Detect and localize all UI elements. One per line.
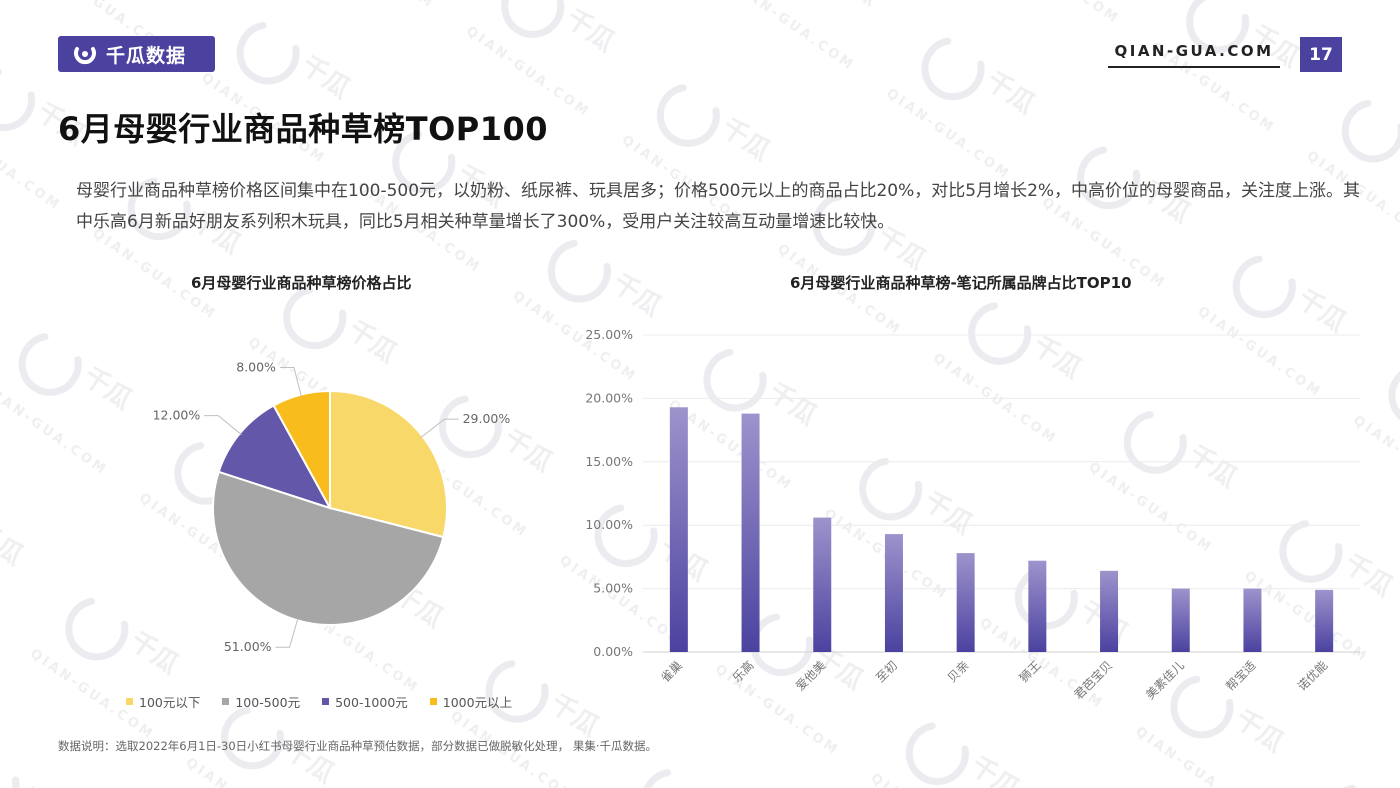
- bar: [1315, 589, 1334, 652]
- legend-swatch: [222, 698, 230, 705]
- x-tick-label: 帮宝适: [1223, 658, 1258, 693]
- bar: [741, 413, 760, 652]
- bar-chart-title: 6月母婴行业商品种草榜-笔记所属品牌占比TOP10: [790, 274, 1132, 292]
- y-tick-label: 25.00%: [585, 327, 633, 342]
- bar: [1243, 588, 1262, 652]
- legend-swatch: [126, 698, 133, 705]
- legend-label: 100元以下: [139, 695, 201, 710]
- legend-item[interactable]: 100-500元: [222, 692, 300, 711]
- legend-item[interactable]: 1000元以上: [429, 692, 513, 711]
- pie-leader-line: [420, 418, 459, 438]
- pie-leader-line: [204, 415, 242, 436]
- legend-swatch: [322, 698, 330, 705]
- page-number: 17: [1300, 37, 1342, 72]
- bar: [669, 407, 688, 652]
- pie-data-label: 12.00%: [153, 408, 201, 423]
- legend-item[interactable]: 100元以下: [126, 692, 200, 711]
- page-title: 6月母婴行业商品种草榜TOP100: [58, 110, 549, 148]
- footnote: 数据说明：选取2022年6月1日-30日小红书母婴行业商品种草预估数据，部分数据…: [58, 739, 657, 753]
- legend-item[interactable]: 500-1000元: [322, 692, 408, 711]
- bar: [1028, 560, 1047, 652]
- bar: [1171, 588, 1190, 652]
- brand-name: 千瓜数据: [106, 44, 187, 67]
- bar: [956, 553, 975, 652]
- pie-data-label: 51.00%: [224, 639, 272, 654]
- x-tick-label: 至初: [873, 658, 900, 685]
- legend-label: 1000元以上: [442, 695, 513, 710]
- pie-leader-line: [275, 618, 299, 648]
- x-tick-label: 君芭宝贝: [1071, 658, 1115, 702]
- x-tick-label: 雀巢: [658, 658, 685, 685]
- legend-label: 100-500元: [235, 695, 301, 710]
- y-tick-label: 10.00%: [585, 517, 633, 532]
- pie-chart-title: 6月母婴行业商品种草榜价格占比: [191, 274, 412, 292]
- y-tick-label: 20.00%: [585, 390, 633, 405]
- x-tick-label: 贝亲: [945, 658, 972, 685]
- bar: [884, 534, 903, 652]
- qiangua-logo-icon: [74, 47, 96, 65]
- legend-swatch: [429, 698, 437, 705]
- pie-legend: 100元以下 100-500元 500-1000元 1000元以上: [126, 692, 512, 711]
- y-tick-label: 15.00%: [585, 454, 633, 469]
- x-tick-label: 爱他美: [793, 658, 828, 693]
- x-tick-label: 狮王: [1017, 658, 1044, 685]
- site-url[interactable]: QIAN-GUA.COM: [1108, 42, 1280, 68]
- bar: [1100, 570, 1119, 652]
- x-tick-label: 乐高: [729, 658, 757, 686]
- legend-label: 500-1000元: [335, 695, 408, 710]
- y-tick-label: 0.00%: [593, 644, 633, 659]
- summary-text: 母婴行业商品种草榜价格区间集中在100-500元，以奶粉、纸尿裤、玩具居多；价格…: [76, 181, 1361, 232]
- pie-data-label: 29.00%: [463, 411, 511, 426]
- pie-data-label: 8.00%: [236, 360, 276, 375]
- pie-leader-line: [279, 367, 302, 397]
- y-tick-label: 5.00%: [593, 581, 633, 596]
- brand-logo[interactable]: 千瓜数据: [58, 36, 215, 72]
- bar: [813, 517, 832, 652]
- x-tick-label: 诺优能: [1295, 658, 1330, 693]
- x-tick-label: 美素佳儿: [1143, 658, 1187, 702]
